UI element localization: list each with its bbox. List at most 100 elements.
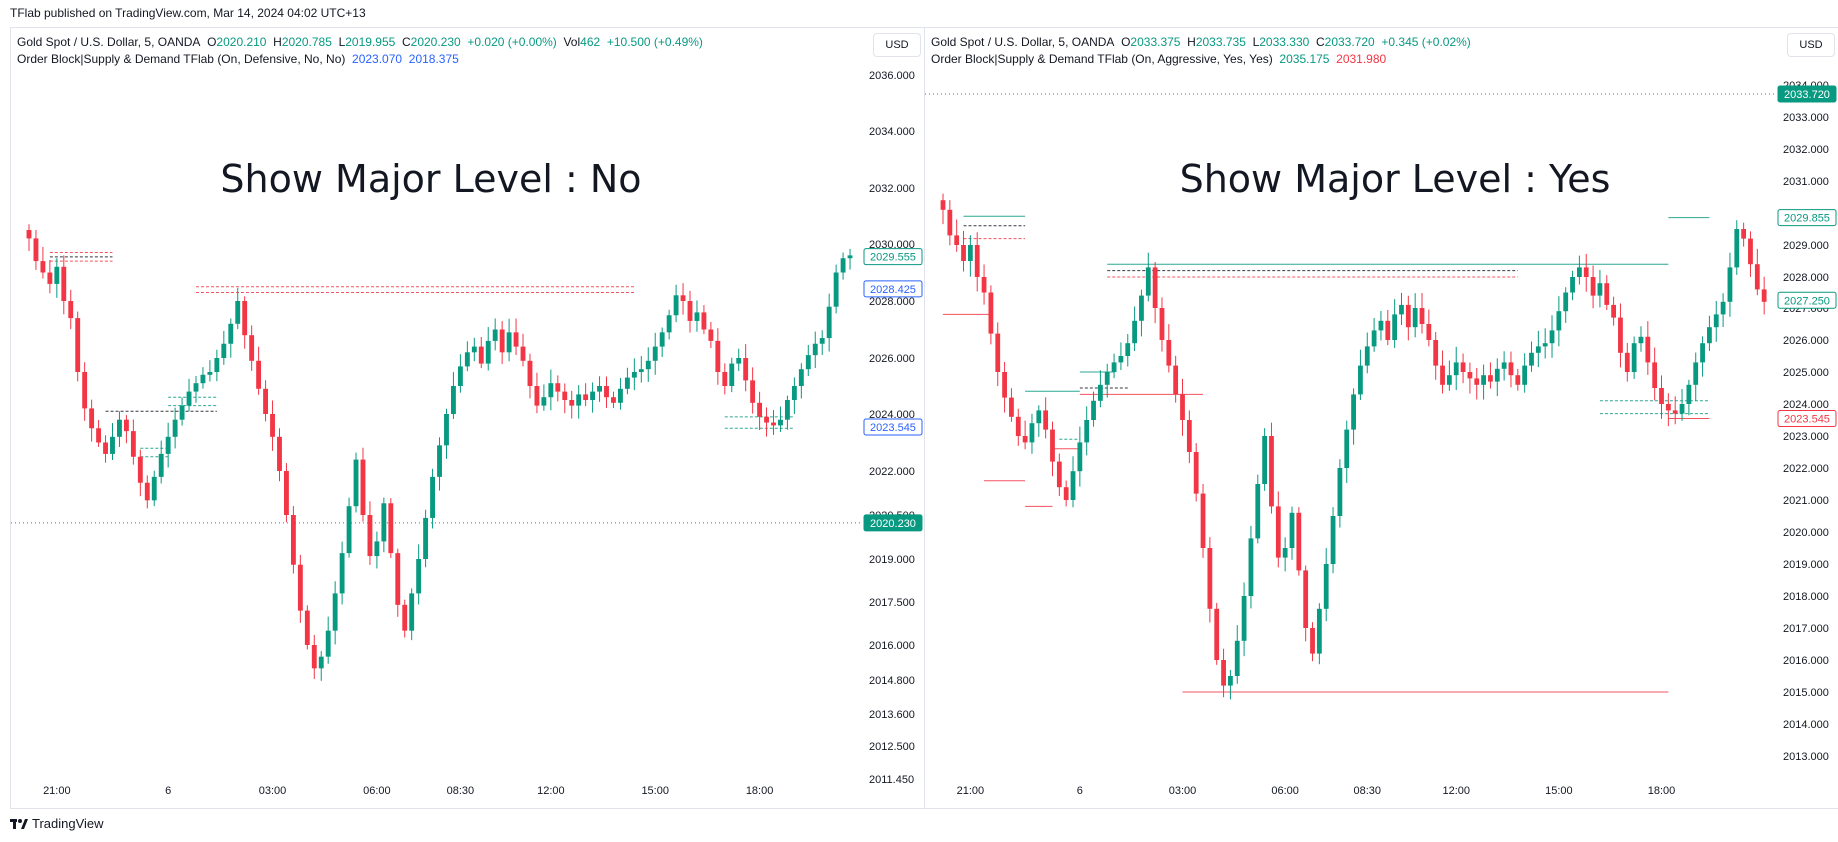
candle (583, 383, 589, 407)
currency-button[interactable]: USD (873, 33, 921, 57)
candle-body (1358, 365, 1363, 395)
candle (395, 548, 401, 617)
candle-body (798, 369, 804, 386)
chart-panel-right[interactable]: Show Major Level : Yes2034.0002033.00020… (924, 27, 1838, 809)
candle-body (1351, 394, 1356, 430)
candle (123, 415, 129, 444)
candle-body (1132, 320, 1137, 344)
y-tick-label: 2021.000 (1783, 495, 1829, 507)
candle (1501, 351, 1507, 381)
candle (1734, 220, 1740, 275)
candle-body (722, 372, 728, 386)
candle-body (1713, 314, 1719, 328)
close-value: 2020.230 (410, 35, 461, 49)
symbol-title[interactable]: Gold Spot / U.S. Dollar, 5, OANDA (17, 35, 201, 49)
candle-body (40, 261, 46, 273)
candle (1296, 507, 1302, 576)
candle-body (1084, 420, 1090, 443)
candle (103, 435, 108, 463)
candle-body (1166, 340, 1172, 366)
candle-body (974, 245, 980, 277)
candle-body (353, 459, 359, 507)
candle (1056, 453, 1062, 497)
y-tick-label: 2036.000 (869, 70, 915, 82)
candle-body (1056, 461, 1062, 488)
candle-body (1310, 628, 1315, 654)
candle-body (110, 436, 115, 454)
candle (158, 440, 164, 484)
candle-body (1405, 304, 1411, 328)
candle-body (1693, 362, 1699, 385)
candle (974, 232, 980, 292)
candle (339, 541, 345, 605)
candle (1002, 361, 1007, 413)
candle-body (1494, 368, 1500, 382)
candle-body (249, 335, 255, 361)
candle-body (1604, 283, 1610, 305)
legend-right: Gold Spot / U.S. Dollar, 5, OANDA O2033.… (931, 34, 1471, 68)
candle-body (520, 346, 526, 361)
candle (826, 293, 832, 352)
indicator-title[interactable]: Order Block|Supply & Demand TFlab (On, A… (931, 52, 1273, 66)
symbol-title[interactable]: Gold Spot / U.S. Dollar, 5, OANDA (931, 35, 1115, 49)
candle (228, 318, 234, 358)
candle-body (381, 503, 387, 542)
overlay-title: Show Major Level : No (220, 157, 641, 201)
candle-body (374, 541, 380, 557)
candle-body (687, 301, 693, 321)
candle-body (1556, 311, 1562, 331)
candle (1262, 428, 1268, 491)
chart-panel-left[interactable]: Show Major Level : No 2036.000 2034.000 203… (10, 27, 928, 809)
currency-button[interactable]: USD (1787, 33, 1835, 57)
price-chart-left[interactable]: Show Major Level : No 2036.000 2034.000 203… (11, 28, 927, 808)
candle (1563, 287, 1569, 323)
price-tag-label: 2023.545 (1784, 414, 1830, 426)
candle-body (548, 383, 554, 398)
candle-body (478, 346, 484, 364)
candle (1241, 582, 1247, 657)
candle-body (1570, 277, 1575, 293)
candle-body (840, 258, 846, 273)
candle-body (221, 343, 227, 358)
candle (1433, 332, 1439, 380)
candle (1282, 537, 1288, 572)
candle-body (1590, 277, 1596, 296)
candle-body (360, 459, 366, 515)
candle (332, 581, 338, 645)
price-tag: 2029.555 (863, 248, 923, 266)
y-tick-label: 2018.000 (1783, 591, 1829, 603)
candle-body (1748, 238, 1753, 265)
candle (520, 333, 526, 367)
y-tick-label: 2032.000 (1783, 144, 1829, 156)
y-tick-label: 2014.800 (869, 675, 915, 687)
candle-body (1659, 388, 1664, 404)
candle-body (464, 352, 470, 367)
candle (464, 341, 470, 372)
candle-body (981, 277, 987, 293)
indicator-value-1: 2023.070 (352, 52, 403, 66)
x-tick-label: 08:30 (447, 785, 475, 797)
indicator-title[interactable]: Order Block|Supply & Demand TFlab (On, D… (17, 52, 346, 66)
candle (1364, 332, 1370, 374)
candle-body (1364, 346, 1370, 366)
candle (54, 258, 60, 298)
candle (757, 391, 763, 431)
tradingview-logo[interactable]: TradingView (10, 816, 104, 831)
candle (1371, 318, 1377, 352)
candle-body (1529, 352, 1534, 366)
candle-body (151, 476, 157, 501)
indicator-row: Order Block|Supply & Demand TFlab (On, D… (17, 51, 703, 68)
price-tag: 2028.425 (863, 280, 923, 298)
candle (353, 452, 359, 513)
candle (555, 375, 561, 402)
candle (1508, 351, 1514, 388)
candle-body (541, 397, 547, 406)
candle (1214, 602, 1220, 665)
candle (1426, 309, 1432, 347)
price-tag: 2027.250 (1777, 291, 1837, 309)
x-tick-label: 06:00 (1271, 785, 1299, 797)
candle (1139, 289, 1144, 337)
y-tick-label: 2022.000 (1783, 463, 1829, 475)
candle-body (638, 369, 644, 372)
price-chart-right[interactable]: Show Major Level : Yes2034.0002033.00020… (925, 28, 1838, 808)
